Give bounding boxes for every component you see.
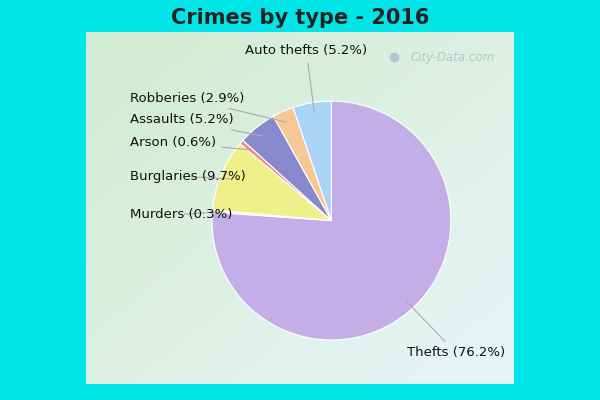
Wedge shape — [212, 101, 451, 340]
Text: Murders (0.3%): Murders (0.3%) — [130, 208, 233, 221]
Text: Robberies (2.9%): Robberies (2.9%) — [130, 92, 286, 122]
Text: City-Data.com: City-Data.com — [411, 51, 495, 64]
Wedge shape — [240, 140, 331, 220]
Wedge shape — [243, 116, 331, 220]
Text: Arson (0.6%): Arson (0.6%) — [130, 136, 248, 150]
Text: Assaults (5.2%): Assaults (5.2%) — [130, 114, 263, 136]
Title: Crimes by type - 2016: Crimes by type - 2016 — [171, 8, 429, 28]
Wedge shape — [273, 108, 331, 220]
Wedge shape — [293, 101, 331, 220]
Text: Auto thefts (5.2%): Auto thefts (5.2%) — [245, 44, 367, 112]
Wedge shape — [212, 144, 331, 220]
Text: Burglaries (9.7%): Burglaries (9.7%) — [130, 170, 246, 183]
Text: Thefts (76.2%): Thefts (76.2%) — [406, 301, 505, 359]
Wedge shape — [212, 210, 331, 220]
